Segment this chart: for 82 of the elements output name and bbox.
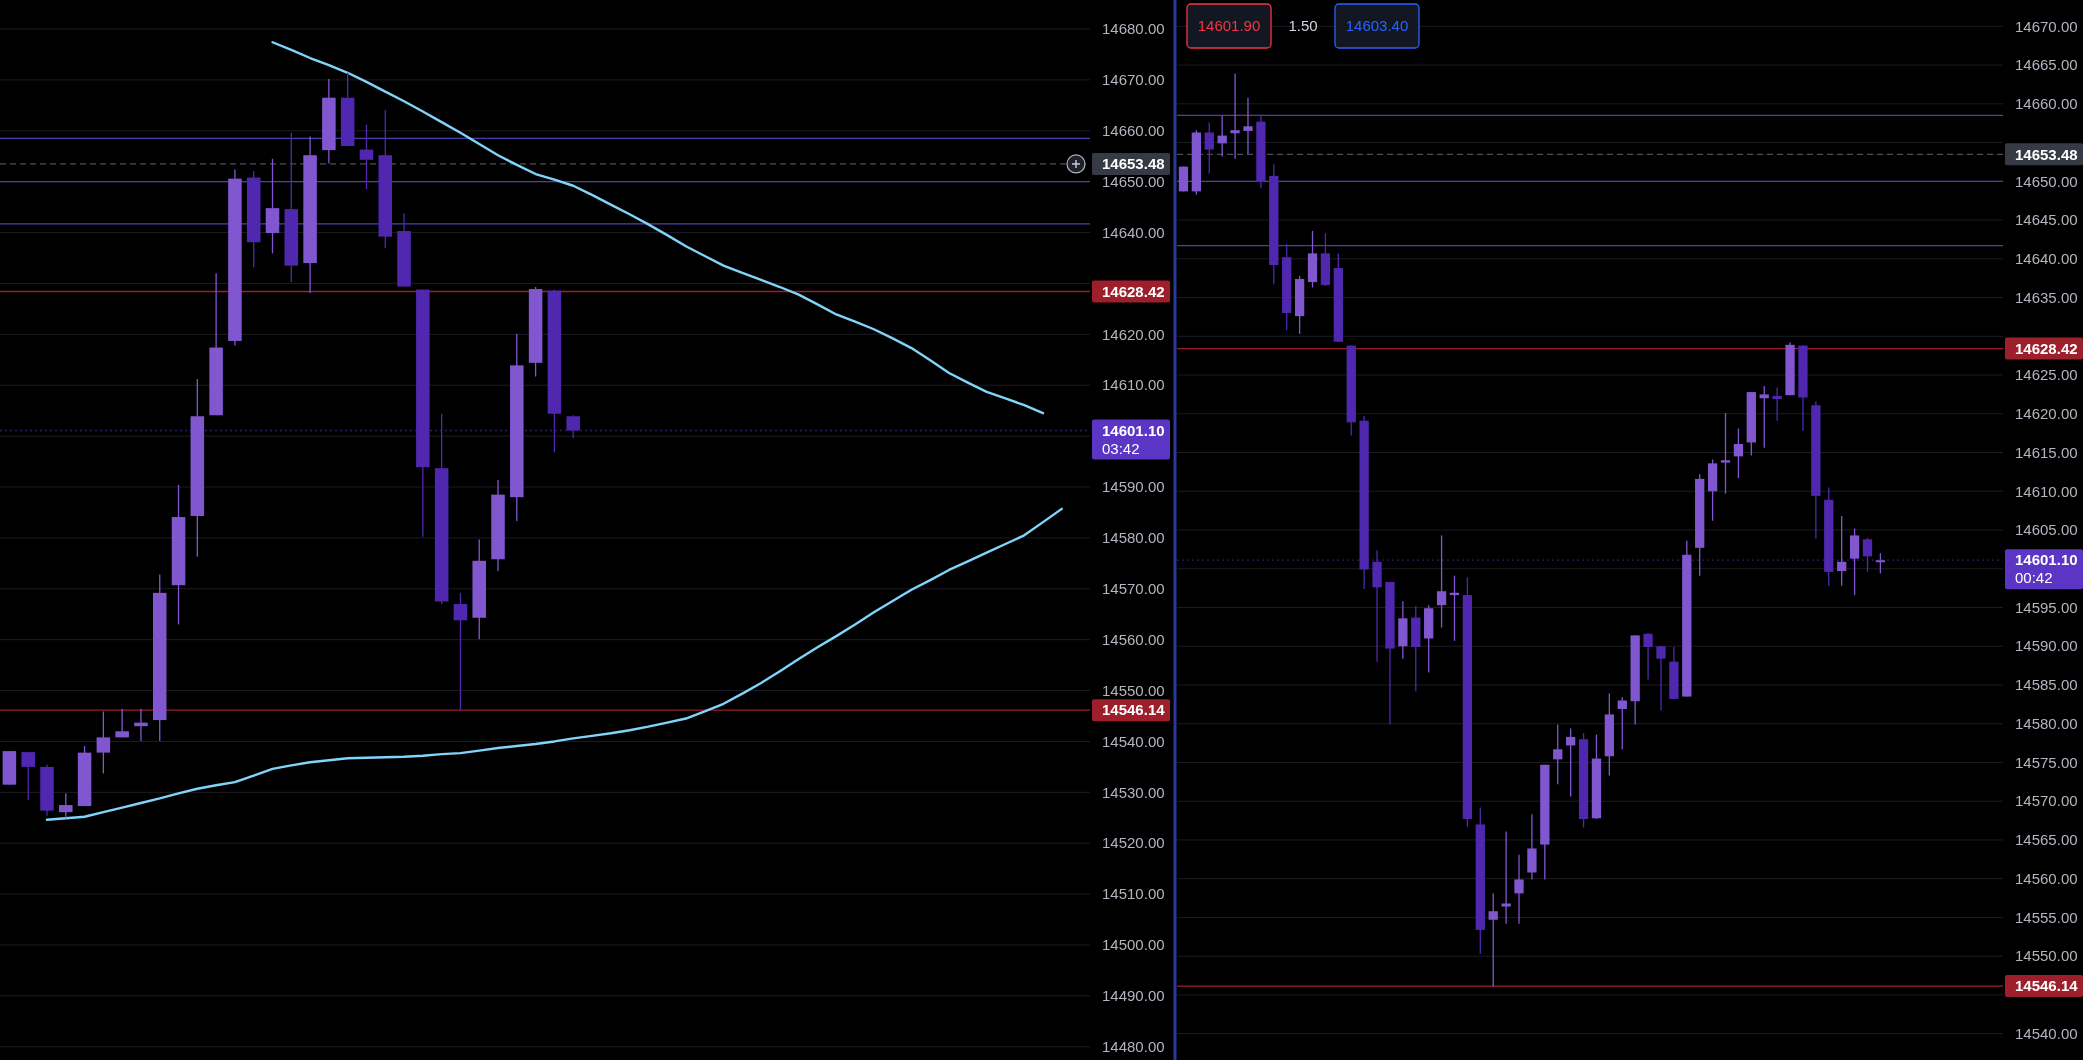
- ref-line-label: 14546.14: [1102, 701, 1166, 719]
- candlestick: [1514, 854, 1524, 925]
- line-series: [45, 507, 1064, 822]
- y-tick-label: 14550.00: [2015, 947, 2078, 965]
- ref-line-label: 14628.42: [1102, 282, 1165, 300]
- y-tick-label: 14640.00: [2015, 250, 2078, 268]
- y-tick-label: 14570.00: [2015, 792, 2078, 810]
- y-tick-label: 14660.00: [2015, 95, 2078, 113]
- y-tick-label: 14625.00: [2015, 366, 2078, 384]
- candlestick: [59, 792, 73, 819]
- candlestick: [566, 414, 580, 439]
- y-tick-label: 14660.00: [1102, 122, 1165, 140]
- y-tick-label: 14530.00: [1102, 783, 1165, 801]
- candlestick: [21, 751, 35, 801]
- candlestick: [1759, 385, 1769, 449]
- y-tick-label: 14500.00: [1102, 936, 1165, 954]
- candlestick: [1565, 727, 1576, 798]
- y-tick-label: 14645.00: [2015, 211, 2078, 229]
- candlestick: [453, 592, 468, 712]
- ref-line-label: 14601.10 00:42: [2015, 551, 2078, 587]
- annotation: 1.50: [1288, 17, 1318, 35]
- y-tick-label: 14580.00: [2015, 714, 2078, 732]
- y-tick-label: 14615.00: [2015, 443, 2078, 461]
- candlestick: [96, 710, 111, 775]
- y-tick-label: 14605.00: [2015, 521, 2078, 539]
- candlestick: [115, 708, 129, 739]
- y-tick-label: 14480.00: [1102, 1038, 1165, 1056]
- annotation: 14601.90: [1197, 17, 1261, 35]
- y-tick-label: 14680.00: [1102, 20, 1165, 38]
- ref-line-label: 14653.48: [1102, 155, 1165, 173]
- y-tick-label: 14490.00: [1102, 987, 1165, 1005]
- candlestick: [1720, 412, 1731, 495]
- y-tick-label: 14670.00: [2015, 17, 2078, 35]
- ref-line-label: 14653.48: [2015, 145, 2078, 163]
- candlestick: [1862, 537, 1873, 573]
- ref-line-label: 14628.42: [2015, 339, 2078, 357]
- y-tick-label: 14640.00: [1102, 223, 1165, 241]
- candlestick: [1617, 696, 1627, 750]
- y-tick-label: 14590.00: [2015, 637, 2078, 655]
- y-tick-label: 14610.00: [2015, 482, 2078, 500]
- y-tick-label: 14590.00: [1102, 478, 1165, 496]
- candlestick: [1643, 632, 1653, 681]
- candlestick: [1849, 527, 1860, 596]
- y-tick-label: 14670.00: [1102, 71, 1165, 89]
- y-tick-label: 14565.00: [2015, 831, 2078, 849]
- y-tick-label: 14520.00: [1102, 834, 1165, 852]
- y-tick-label: 14610.00: [1102, 376, 1165, 394]
- candlestick: [1230, 72, 1240, 160]
- y-tick-label: 14665.00: [2015, 56, 2078, 74]
- y-tick-label: 14635.00: [2015, 288, 2078, 306]
- y-tick-label: 14620.00: [1102, 325, 1165, 343]
- y-tick-label: 14555.00: [2015, 908, 2078, 926]
- candlestick: [1488, 892, 1498, 988]
- line-series: [271, 41, 1045, 415]
- y-tick-label: 14560.00: [2015, 869, 2078, 887]
- y-tick-label: 14575.00: [2015, 753, 2078, 771]
- y-tick-label: 14510.00: [1102, 885, 1165, 903]
- ref-line-label: 14546.14: [2015, 977, 2079, 995]
- candlestick: [1875, 552, 1886, 575]
- candlestick: [1656, 645, 1666, 712]
- candlestick: [1501, 830, 1511, 925]
- y-tick-label: 14540.00: [1102, 732, 1165, 750]
- y-tick-label: 14550.00: [1102, 681, 1165, 699]
- y-tick-label: 14650.00: [2015, 172, 2078, 190]
- y-tick-label: 14595.00: [2015, 598, 2078, 616]
- candlestick: [1436, 534, 1447, 629]
- candlestick: [1837, 515, 1847, 587]
- candlestick: [1553, 723, 1563, 785]
- y-tick-label: 14585.00: [2015, 676, 2078, 694]
- candlestick: [1733, 427, 1744, 479]
- candlestick: [1243, 96, 1253, 155]
- y-tick-label: 14540.00: [2015, 1024, 2078, 1042]
- y-tick-label: 14560.00: [1102, 630, 1165, 648]
- annotation: 14603.40: [1345, 17, 1409, 35]
- y-tick-label: 14580.00: [1102, 529, 1165, 547]
- candlestick: [359, 124, 374, 190]
- y-tick-label: 14620.00: [2015, 405, 2078, 423]
- candlestick: [1204, 121, 1214, 175]
- ref-line-label: 14601.10 03:42: [1102, 421, 1165, 457]
- candlestick: [1772, 386, 1782, 422]
- y-tick-label: 14570.00: [1102, 580, 1165, 598]
- y-tick-label: 14650.00: [1102, 172, 1165, 190]
